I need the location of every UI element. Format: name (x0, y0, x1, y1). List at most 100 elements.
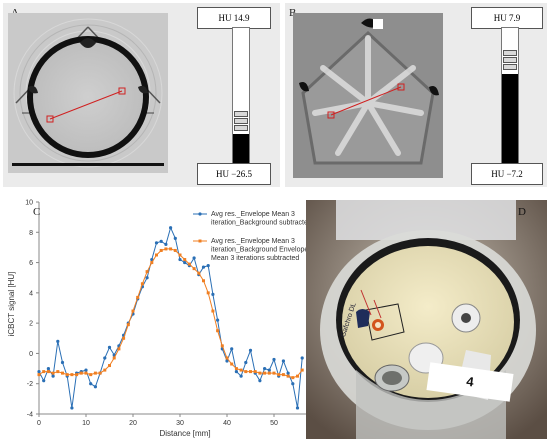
series-1-point (291, 382, 295, 386)
series-2-point (117, 347, 121, 351)
series-2-point (197, 271, 201, 275)
series-2-point (65, 373, 69, 377)
series-1-point (103, 356, 107, 360)
series-2-point (46, 370, 50, 374)
slider-thumb-down-b[interactable] (503, 64, 517, 70)
phantom-photo (306, 200, 547, 439)
series-2-point (272, 371, 276, 375)
panel-d: 4 D Gafchro DL (306, 200, 547, 439)
series-1-point (248, 348, 253, 352)
series-2-point (234, 367, 238, 371)
window-slider-a[interactable] (232, 27, 250, 165)
series-2-point (249, 370, 252, 374)
series-1-point (286, 371, 290, 375)
series-1-point (225, 359, 229, 363)
x-tick-label: 30 (176, 420, 184, 427)
legend-marker-2 (198, 239, 202, 243)
series-1-point (51, 374, 55, 378)
slider-thumb-b[interactable] (503, 57, 517, 63)
panel-b: B HU 7.9 HU −7.2 (285, 3, 547, 187)
series-1-point (56, 339, 60, 343)
y-tick-label: 4 (29, 290, 33, 297)
series-1-point (234, 370, 238, 374)
series-2-point (173, 248, 177, 252)
ct-image-a (8, 13, 168, 173)
series-2-point (136, 295, 140, 299)
legend-marker-1 (198, 212, 202, 216)
chart-lines (37, 226, 304, 410)
series-2-point (202, 279, 205, 283)
series-2-point (267, 371, 271, 375)
slider-thumb-a[interactable] (234, 118, 248, 124)
slider-thumb-up-b[interactable] (503, 50, 517, 56)
panel-d-label: D (518, 206, 526, 218)
series-1-point (216, 318, 220, 322)
series-1-point (89, 382, 93, 386)
series-1-point (154, 241, 159, 245)
series-1-point (150, 257, 154, 262)
series-2-point (263, 371, 267, 375)
series-1-point (211, 292, 215, 296)
series-2-point (70, 373, 74, 377)
series-2-point (187, 262, 191, 266)
panel-b-label: B (289, 7, 297, 19)
series-line-2 (38, 248, 303, 379)
series-2-point (216, 329, 220, 333)
series-2-point (291, 376, 295, 380)
series-1-point (42, 379, 46, 383)
ct-image-b (293, 13, 443, 178)
series-2-point (79, 371, 83, 375)
series-1-point (159, 239, 163, 243)
series-1-point (169, 226, 173, 230)
series-1-point (173, 236, 177, 240)
series-1-point (281, 359, 285, 363)
series-1-point (93, 385, 97, 389)
x-tick-label: 10 (82, 420, 90, 427)
series-1-point (272, 357, 276, 362)
series-2-point (211, 309, 215, 313)
series-1-point (230, 347, 234, 351)
series-2-point (84, 371, 88, 375)
panel-a: A HU 14.9 HU −26.5 (3, 3, 280, 187)
series-2-point (281, 373, 285, 377)
series-2-point (145, 270, 149, 274)
window-slider-b[interactable] (501, 27, 519, 165)
series-2-point (296, 374, 299, 378)
series-1-point (183, 260, 187, 265)
slider-thumb-down-a[interactable] (234, 125, 248, 131)
y-axis-label: iCBCT signal [HU] (7, 272, 16, 337)
x-tick-label: 0 (37, 420, 41, 427)
series-1-point (164, 242, 168, 246)
y-tick-label: 8 (29, 230, 33, 237)
hu-max-b: HU 7.9 (471, 7, 543, 29)
series-2-point (230, 362, 234, 366)
series-1-point (70, 406, 74, 410)
hu-max-a: HU 14.9 (197, 7, 271, 29)
series-1-point (192, 256, 196, 260)
series-2-point (169, 247, 173, 251)
series-2-point (122, 336, 126, 340)
hu-min-b: HU −7.2 (471, 163, 543, 185)
series-2-point (253, 370, 257, 374)
series-2-point (155, 253, 158, 257)
y-tick-label: -2 (27, 381, 33, 388)
chart-legend: Avg res._Envelope Mean 3 iteration_Backgr… (193, 211, 312, 262)
panel-c-label: C (33, 206, 41, 218)
y-tick-label: -4 (27, 412, 33, 419)
series-1-point (300, 356, 304, 360)
series-2-point (192, 267, 196, 271)
x-tick-label: 50 (270, 420, 278, 427)
x-tick-label: 40 (223, 420, 231, 427)
series-1-point (60, 360, 65, 365)
series-2-point (42, 370, 46, 374)
series-2-point (239, 368, 243, 372)
series-1-point (206, 264, 210, 268)
y-tick-label: 2 (29, 321, 33, 328)
series-2-point (277, 373, 281, 377)
slider-thumb-up-a[interactable] (234, 111, 248, 117)
series-2-point (112, 356, 116, 360)
series-1-point (46, 366, 51, 371)
series-2-point (37, 373, 41, 377)
